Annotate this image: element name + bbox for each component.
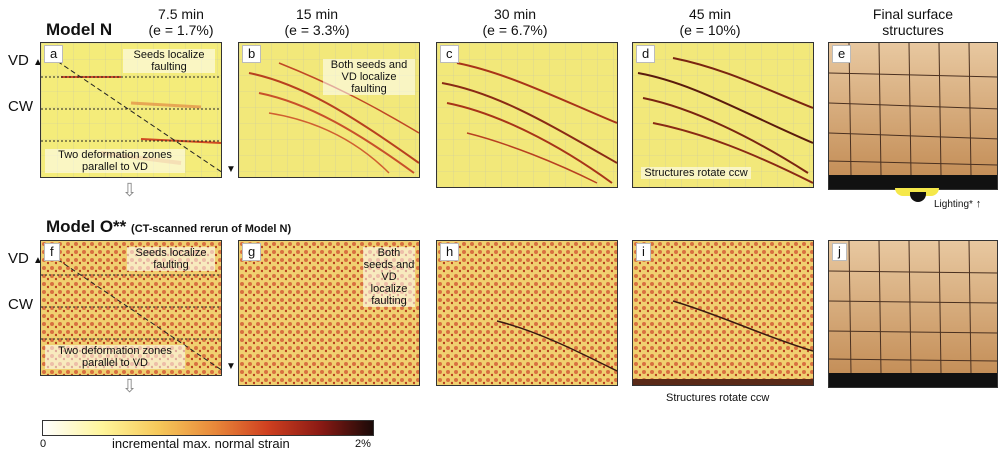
panel-d: d Structures rotate ccw: [632, 42, 814, 188]
colorbar-min: 0: [40, 438, 47, 450]
panel-label: c: [440, 45, 459, 63]
column-header-final: Final surface structures: [853, 6, 973, 38]
annotation-both-g: Both seeds and VD localize faulting: [363, 247, 415, 307]
strain-colorbar: [42, 420, 374, 436]
lighting-label: Lighting* ↑: [934, 198, 982, 210]
row-title-text: Model N: [46, 20, 113, 39]
vd-end-arrow-bottom: ▼: [226, 361, 236, 372]
column-strain: (e = 6.7%): [482, 22, 548, 38]
panel-label: f: [44, 243, 60, 261]
panel-i: i: [632, 240, 814, 386]
panel-label: e: [832, 45, 852, 63]
panel-a: a Seeds localize faulting Two deformatio…: [40, 42, 222, 178]
column-time: 45 min: [688, 6, 732, 22]
strain-map-c: [437, 43, 617, 187]
panel-h: h: [436, 240, 618, 386]
column-title: Final surface: [872, 6, 954, 22]
panel-e: e: [828, 42, 998, 190]
vd-label: VD ▲: [8, 52, 43, 69]
annotation-both-b: Both seeds and VD localize faulting: [323, 59, 415, 95]
panel-j: j: [828, 240, 998, 388]
panel-label: a: [44, 45, 64, 63]
vd-end-arrow: ▼: [226, 164, 236, 175]
column-header-7-5min: 7.5 min (e = 1.7%): [121, 6, 241, 38]
column-header-45min: 45 min (e = 10%): [650, 6, 770, 38]
panel-label: g: [242, 243, 262, 261]
panel-label: h: [440, 243, 460, 261]
panel-c: c: [436, 42, 618, 188]
column-time: 30 min: [493, 6, 537, 22]
panel-b: b Both seeds and VD localize faulting: [238, 42, 420, 178]
surface-photo-e: [829, 43, 997, 189]
colorbar-label: incremental max. normal strain: [112, 436, 290, 451]
annotation-seeds: Seeds localize faulting: [127, 247, 215, 271]
strain-map-i: [633, 241, 813, 385]
column-time: 15 min: [295, 6, 339, 22]
vd-label-bottom: VD ▲: [8, 250, 43, 267]
column-header-30min: 30 min (e = 6.7%): [455, 6, 575, 38]
panel-label: i: [636, 243, 651, 261]
column-header-15min: 15 min (e = 3.3%): [257, 6, 377, 38]
annotation-rotate-d: Structures rotate ccw: [641, 167, 751, 179]
column-title-2: structures: [882, 22, 944, 38]
panel-label: d: [636, 45, 656, 63]
column-time: 7.5 min: [158, 6, 204, 22]
annotation-rotate-i: Structures rotate ccw: [666, 392, 770, 404]
surface-photo-j: [829, 241, 997, 387]
panel-g: g Both seeds and VD localize faulting: [238, 240, 420, 386]
row-subtitle: (CT-scanned rerun of Model N): [131, 223, 292, 235]
panel-f: f Seeds localize faulting Two deformatio…: [40, 240, 222, 376]
annotation-two-zones: Two deformation zones parallel to VD: [45, 149, 185, 173]
colorbar-max: 2%: [355, 438, 371, 450]
strain-map-h: [437, 241, 617, 385]
row-title-text: Model O**: [46, 217, 127, 236]
annotation-two-zones: Two deformation zones parallel to VD: [45, 345, 185, 369]
lamp-icon: [910, 192, 926, 202]
strain-map-d: [633, 43, 813, 187]
row-title-model-o: Model O** (CT-scanned rerun of Model N): [46, 217, 291, 237]
panel-label: j: [832, 243, 847, 261]
cw-label-bottom: CW: [8, 296, 33, 313]
column-strain: (e = 3.3%): [284, 22, 350, 38]
down-arrow-icon: ⇩: [122, 180, 138, 200]
down-arrow-icon: ⇩: [122, 376, 138, 396]
column-strain: (e = 1.7%): [148, 22, 214, 38]
column-strain: (e = 10%): [679, 22, 741, 38]
cw-label: CW: [8, 98, 33, 115]
row-title-model-n: Model N: [46, 20, 112, 40]
panel-label: b: [242, 45, 262, 63]
annotation-seeds: Seeds localize faulting: [123, 49, 215, 73]
